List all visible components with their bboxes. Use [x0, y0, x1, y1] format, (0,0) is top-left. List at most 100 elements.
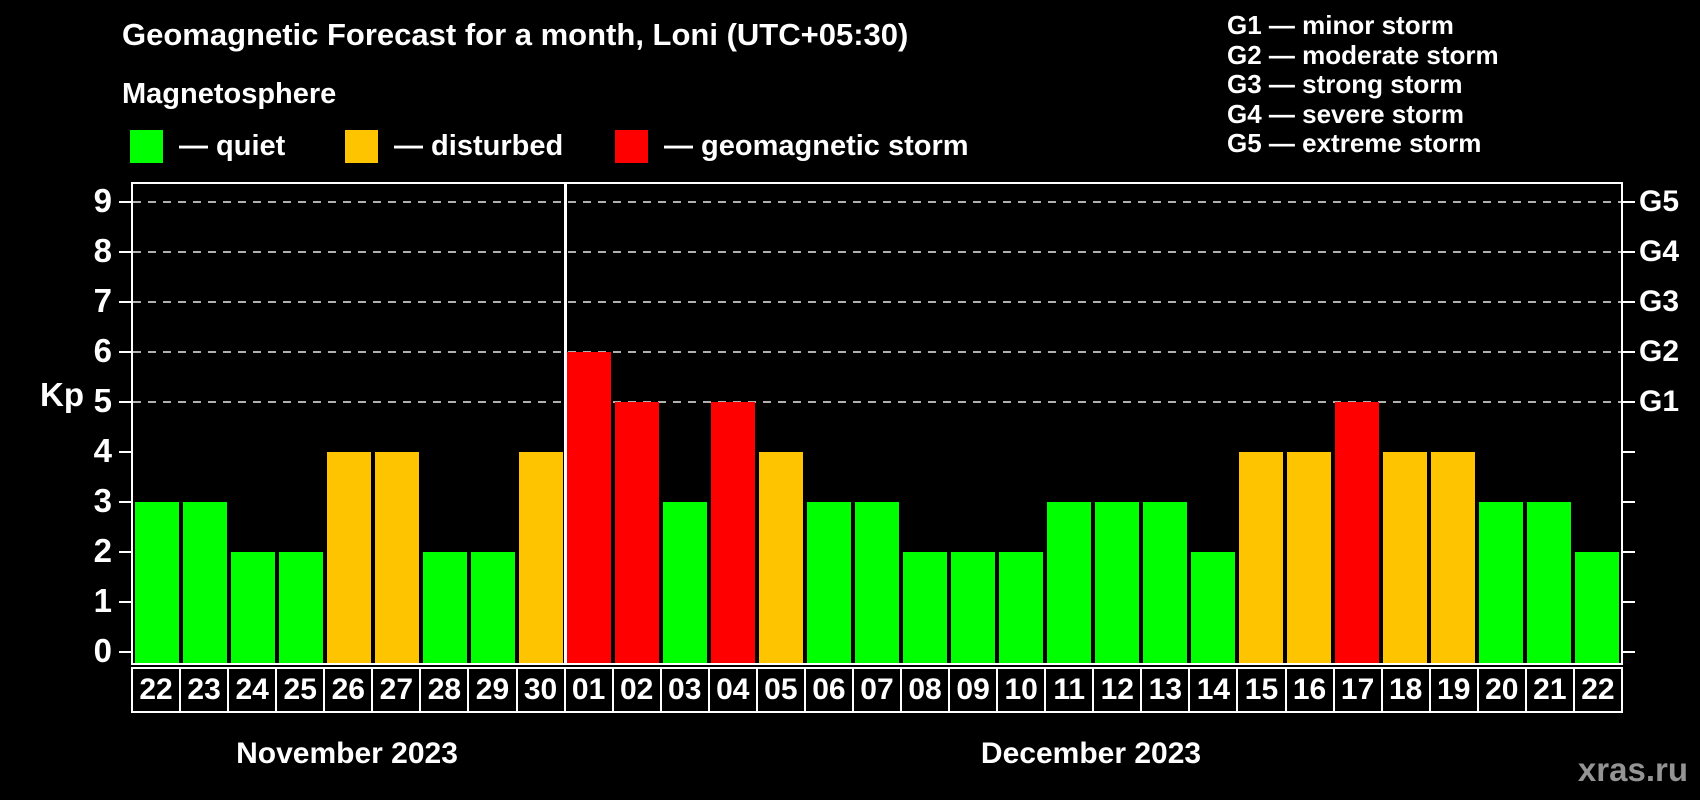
left-tick-kp1: [119, 601, 131, 603]
day-label-16: 16: [1284, 667, 1335, 713]
day-label-29: 29: [467, 667, 518, 713]
day-label-19: 19: [1428, 667, 1479, 713]
kp-bar-day-25: [279, 552, 323, 663]
left-tick-kp4: [119, 451, 131, 453]
day-label-13: 13: [1140, 667, 1191, 713]
kp-bar-day-27: [375, 452, 419, 663]
chart-title: Geomagnetic Forecast for a month, Loni (…: [122, 17, 909, 52]
day-label-09: 09: [948, 667, 999, 713]
y-axis-label-4: 4: [93, 432, 112, 470]
day-label-28: 28: [419, 667, 470, 713]
day-label-14: 14: [1188, 667, 1239, 713]
left-tick-kp6: [119, 351, 131, 353]
right-tick-kp6: [1623, 351, 1635, 353]
kp-bar-day-17: [1335, 402, 1379, 663]
kp-bar-day-23: [183, 502, 227, 663]
y-axis-label-7: 7: [93, 282, 112, 320]
day-label-15: 15: [1236, 667, 1287, 713]
day-label-24: 24: [227, 667, 278, 713]
day-label-18: 18: [1380, 667, 1431, 713]
kp-bar-day-07: [855, 502, 899, 663]
month-label: December 2023: [980, 737, 1202, 770]
gridline-kp9: [133, 201, 1621, 203]
y-axis-label-5: 5: [93, 382, 112, 420]
watermark: xras.ru: [1577, 751, 1688, 788]
disturbed-color-swatch: [345, 130, 378, 163]
right-tick-kp5: [1623, 401, 1635, 403]
day-label-26: 26: [323, 667, 374, 713]
kp-bar-day-14: [1191, 552, 1235, 663]
gridline-kp8: [133, 251, 1621, 253]
right-axis-label-g1: G1: [1639, 385, 1680, 418]
kp-bar-day-28: [423, 552, 467, 663]
day-label-22: 22: [1572, 667, 1623, 713]
day-label-20: 20: [1476, 667, 1527, 713]
g4-legend-line: G4 — severe storm: [1227, 98, 1465, 129]
kp-bar-day-02: [615, 402, 659, 663]
kp-bar-day-20: [1479, 502, 1523, 663]
magnetosphere-label: Magnetosphere: [122, 78, 337, 110]
g1-legend-line: G1 — minor storm: [1227, 10, 1454, 40]
day-label-27: 27: [371, 667, 422, 713]
legend-item-disturbed: — disturbed: [345, 130, 563, 163]
kp-bar-day-09: [951, 552, 995, 663]
y-axis-label-2: 2: [93, 532, 112, 570]
kp-bar-day-05: [759, 452, 803, 663]
quiet-color-swatch: [130, 130, 163, 163]
day-label-03: 03: [659, 667, 710, 713]
right-axis-label-g4: G4: [1639, 235, 1680, 268]
y-axis-label-8: 8: [93, 232, 112, 270]
right-axis-label-g3: G3: [1639, 285, 1680, 318]
storm-scale-legend: G1 — minor storm G2 — moderate storm G3 …: [1227, 10, 1499, 159]
kp-bar-day-01: [567, 352, 611, 663]
y-axis-label-1: 1: [93, 582, 112, 620]
legend-item-quiet: — quiet: [130, 130, 285, 163]
kp-bar-day-29: [471, 552, 515, 663]
legend-item-storm: — geomagnetic storm: [615, 130, 969, 163]
kp-bar-day-03: [663, 502, 707, 663]
kp-bar-day-08: [903, 552, 947, 663]
left-tick-kp7: [119, 301, 131, 303]
kp-bar-day-13: [1143, 502, 1187, 663]
day-label-04: 04: [707, 667, 758, 713]
y-axis-label-6: 6: [93, 332, 112, 370]
day-label-02: 02: [611, 667, 662, 713]
legend-item-label: — geomagnetic storm: [664, 130, 969, 162]
day-label-11: 11: [1044, 667, 1095, 713]
day-label-01: 01: [563, 667, 614, 713]
plot-inner: [133, 184, 1621, 663]
kp-bar-day-16: [1287, 452, 1331, 663]
kp-bar-day-11: [1047, 502, 1091, 663]
right-axis-label-g5: G5: [1639, 185, 1680, 218]
day-label-07: 07: [851, 667, 902, 713]
g3-legend-line: G3 — strong storm: [1227, 69, 1463, 99]
kp-bar-day-04: [711, 402, 755, 663]
kp-bar-day-21: [1527, 502, 1571, 663]
day-label-30: 30: [515, 667, 566, 713]
right-tick-kp9: [1623, 201, 1635, 203]
plot-area: [131, 182, 1623, 665]
left-tick-kp3: [119, 501, 131, 503]
month-label: November 2023: [236, 737, 458, 770]
y-axis-label-9: 9: [93, 182, 112, 220]
legend-item-label: — quiet: [179, 130, 286, 162]
right-tick-kp0: [1623, 651, 1635, 653]
right-tick-kp1: [1623, 601, 1635, 603]
g5-legend-line: G5 — extreme storm: [1227, 128, 1482, 158]
kp-bar-day-30: [519, 452, 563, 663]
kp-bar-day-24: [231, 552, 275, 663]
right-tick-kp8: [1623, 251, 1635, 253]
right-tick-kp4: [1623, 451, 1635, 453]
right-axis-label-g2: G2: [1639, 335, 1680, 368]
y-axis-label-0: 0: [93, 632, 112, 670]
right-tick-kp3: [1623, 501, 1635, 503]
day-label-23: 23: [179, 667, 230, 713]
y-axis-title: Kp: [40, 376, 84, 413]
kp-bar-day-19: [1431, 452, 1475, 663]
gridline-kp6: [133, 351, 1621, 353]
day-axis: 22 23 24 25 26 27 28 29 30 01 02 03 04 05 06 07 08 09 10 11…: [131, 667, 1623, 713]
kp-bar-day-22: [135, 502, 179, 663]
day-label-17: 17: [1332, 667, 1383, 713]
kp-bar-day-06: [807, 502, 851, 663]
